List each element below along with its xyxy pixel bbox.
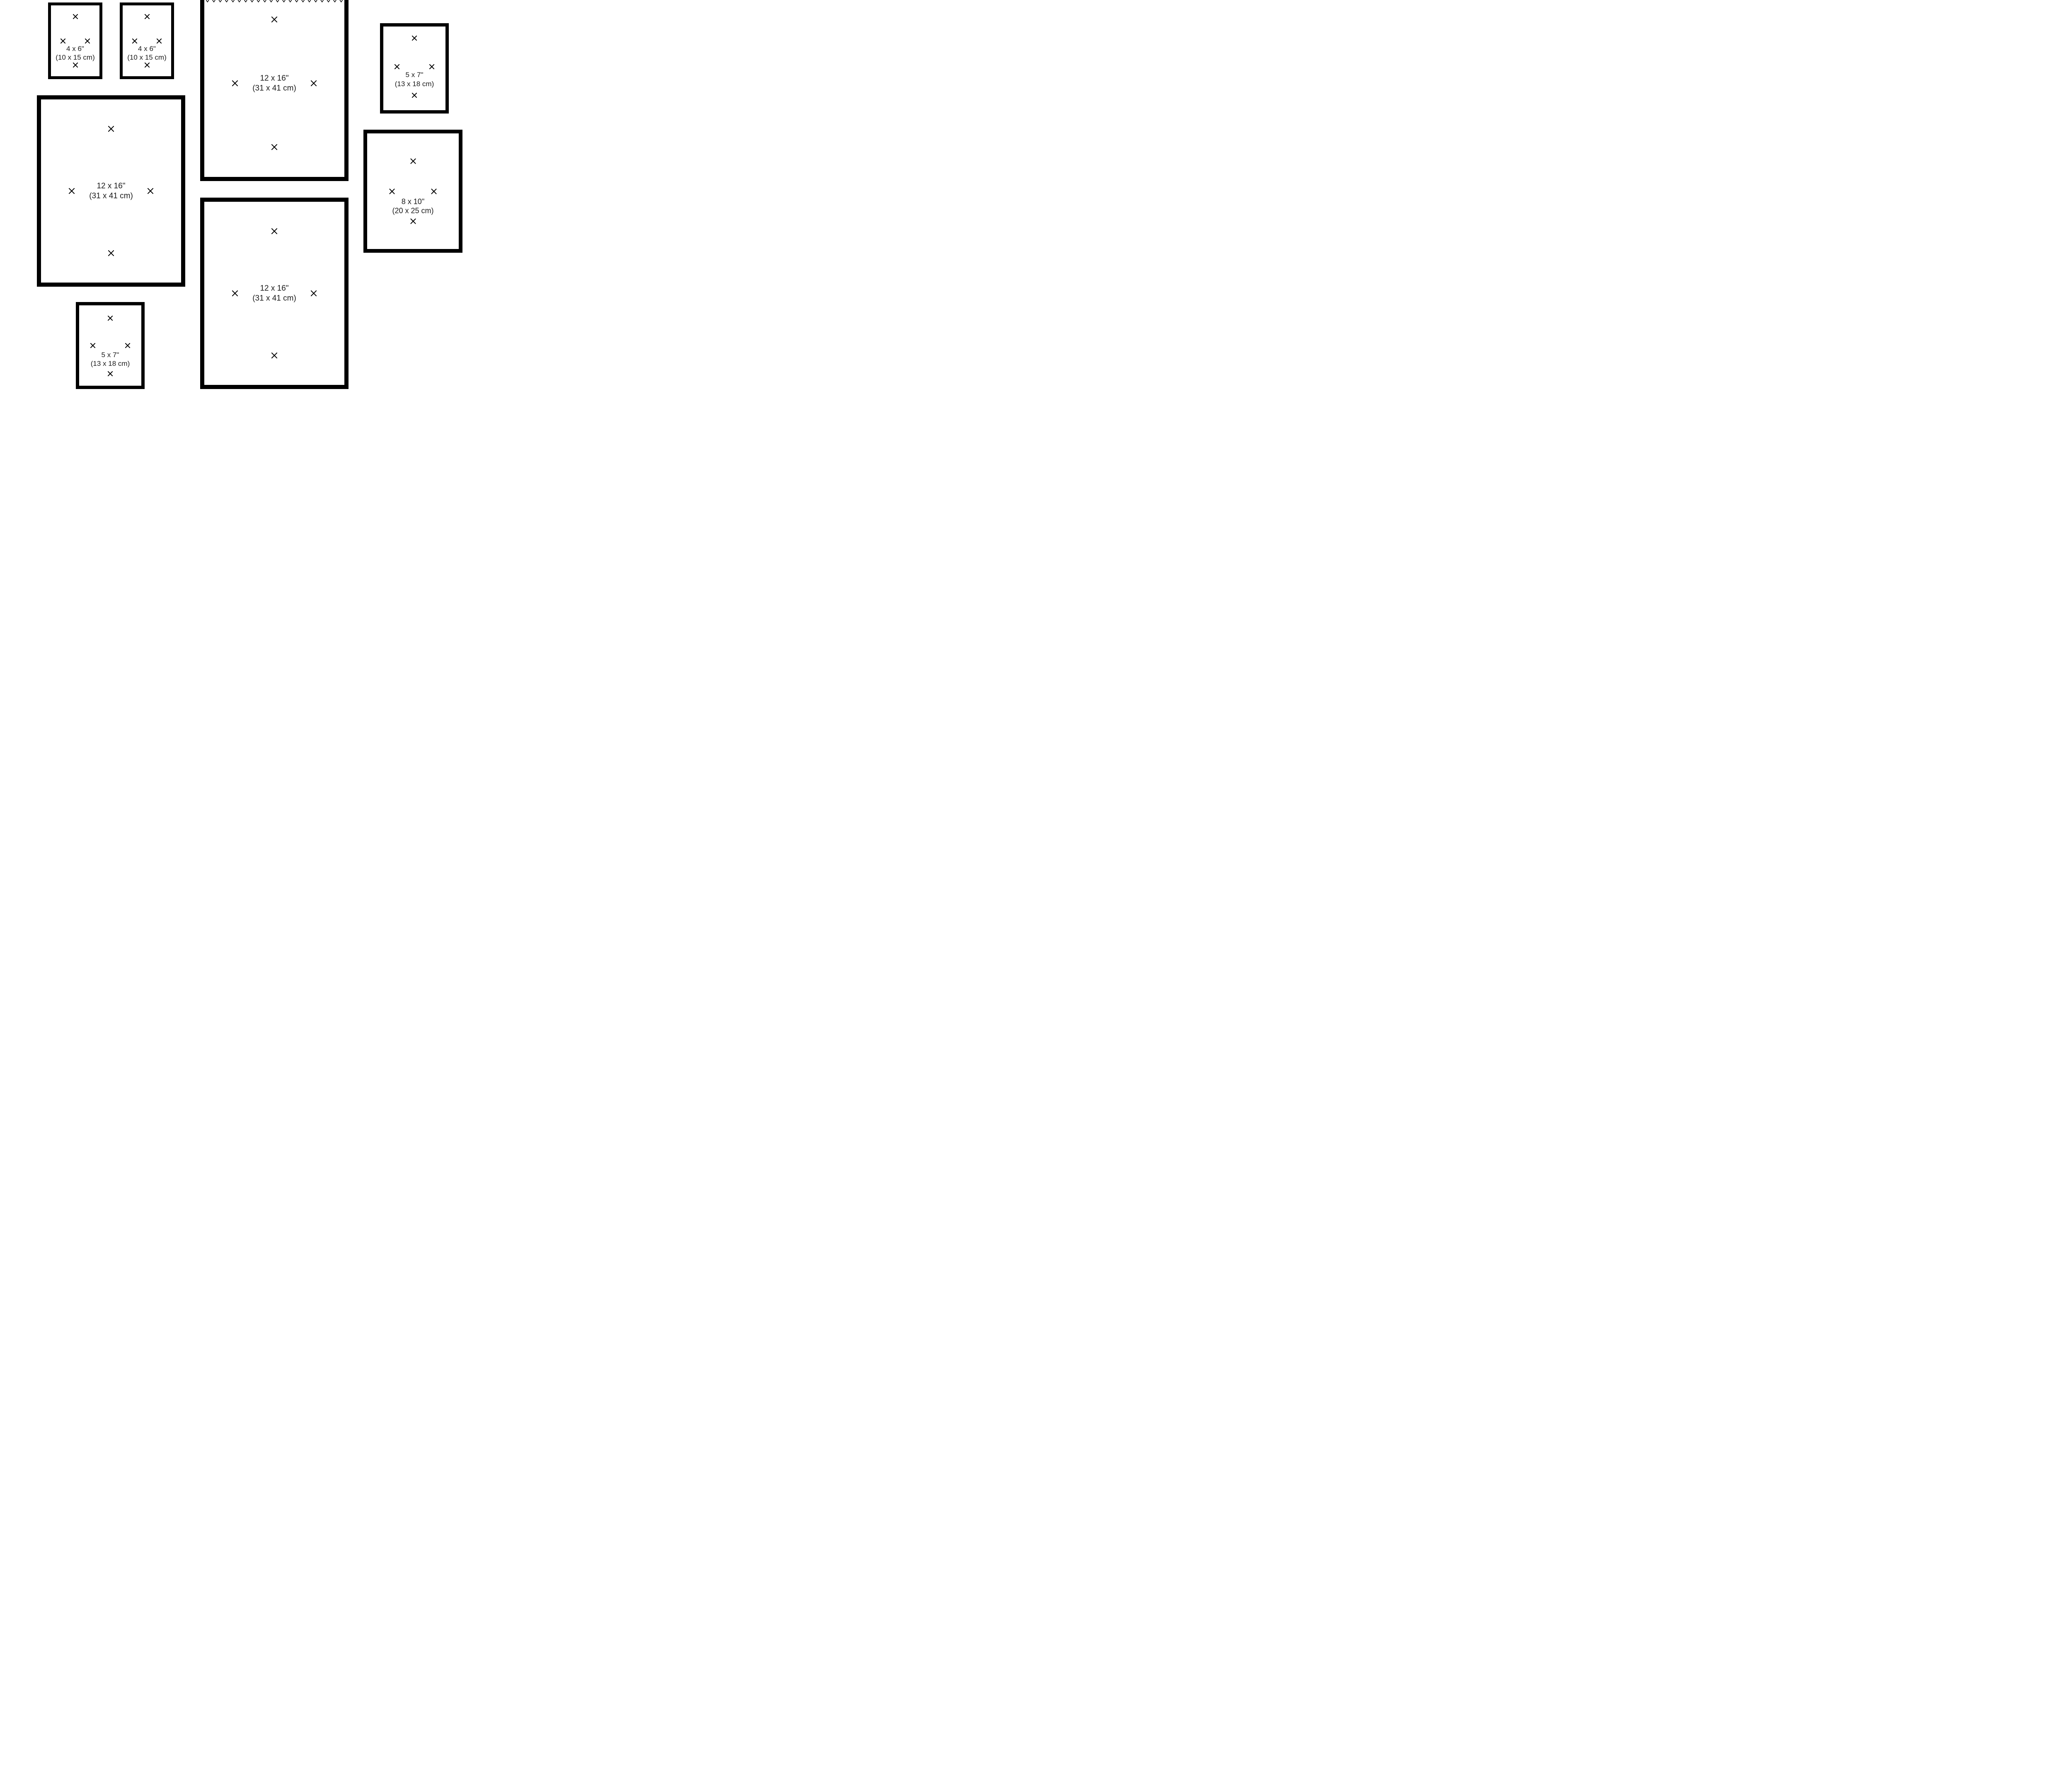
frame-size-label: 8 x 10"(20 x 25 cm) bbox=[392, 197, 433, 215]
frame-size-label: 12 x 16"(31 x 41 cm) bbox=[252, 283, 296, 303]
x-mark-icon bbox=[232, 290, 238, 296]
frame-size-label: 5 x 7"(13 x 18 cm) bbox=[395, 70, 434, 88]
frame-12x16-top-middle: 12 x 16"(31 x 41 cm) bbox=[200, 0, 349, 181]
frame-size-label: 4 x 6"(10 x 15 cm) bbox=[127, 44, 166, 62]
x-mark-icon bbox=[85, 39, 90, 44]
frame-size-cm: (20 x 25 cm) bbox=[392, 206, 433, 216]
frame-size-inches: 12 x 16" bbox=[89, 181, 133, 191]
x-mark-icon bbox=[148, 188, 153, 194]
frame-4x6-b: 4 x 6"(10 x 15 cm) bbox=[120, 2, 174, 79]
x-mark-icon bbox=[311, 290, 317, 296]
x-mark-icon bbox=[69, 188, 75, 194]
x-mark-icon bbox=[431, 189, 437, 194]
x-mark-icon bbox=[271, 228, 277, 234]
frame-size-label: 4 x 6"(10 x 15 cm) bbox=[56, 44, 94, 62]
x-mark-icon bbox=[389, 189, 395, 194]
frame-size-cm: (31 x 41 cm) bbox=[252, 293, 296, 303]
frame-size-inches: 12 x 16" bbox=[252, 73, 296, 83]
x-mark-icon bbox=[232, 80, 238, 86]
frame-5x7-bottom: 5 x 7"(13 x 18 cm) bbox=[76, 302, 145, 389]
x-mark-icon bbox=[145, 14, 150, 19]
x-mark-icon bbox=[271, 353, 277, 358]
frame-size-inches: 4 x 6" bbox=[56, 44, 94, 53]
frame-size-cm: (13 x 18 cm) bbox=[91, 359, 130, 368]
frame-size-label: 12 x 16"(31 x 41 cm) bbox=[89, 181, 133, 201]
x-mark-icon bbox=[108, 371, 113, 376]
frame-size-inches: 8 x 10" bbox=[392, 197, 433, 206]
x-mark-icon bbox=[395, 64, 399, 69]
frame-size-cm: (10 x 15 cm) bbox=[56, 53, 94, 62]
frame-size-cm: (31 x 41 cm) bbox=[89, 191, 133, 201]
frame-12x16-left: 12 x 16"(31 x 41 cm) bbox=[37, 95, 185, 287]
x-mark-icon bbox=[410, 219, 416, 224]
x-mark-icon bbox=[108, 126, 114, 132]
x-mark-icon bbox=[412, 36, 417, 41]
frame-size-label: 12 x 16"(31 x 41 cm) bbox=[252, 73, 296, 93]
frame-8x10-right: 8 x 10"(20 x 25 cm) bbox=[363, 130, 462, 253]
frame-size-inches: 5 x 7" bbox=[395, 70, 434, 79]
frame-size-cm: (10 x 15 cm) bbox=[127, 53, 166, 62]
x-mark-icon bbox=[132, 39, 137, 44]
x-mark-icon bbox=[157, 39, 162, 44]
x-mark-icon bbox=[90, 343, 95, 348]
x-mark-icon bbox=[73, 63, 78, 68]
x-mark-icon bbox=[73, 14, 78, 19]
frame-size-cm: (31 x 41 cm) bbox=[252, 83, 296, 93]
x-mark-icon bbox=[311, 80, 317, 86]
frame-size-inches: 12 x 16" bbox=[252, 283, 296, 293]
frame-size-label: 5 x 7"(13 x 18 cm) bbox=[91, 350, 130, 368]
x-mark-icon bbox=[271, 144, 277, 150]
x-mark-icon bbox=[145, 63, 150, 68]
x-mark-icon bbox=[271, 17, 277, 22]
x-mark-icon bbox=[108, 250, 114, 256]
x-mark-icon bbox=[125, 343, 130, 348]
frame-12x16-bottom-middle: 12 x 16"(31 x 41 cm) bbox=[200, 198, 349, 389]
gallery-wall-diagram: 4 x 6"(10 x 15 cm)4 x 6"(10 x 15 cm)12 x… bbox=[0, 0, 502, 389]
frame-5x7-top-right: 5 x 7"(13 x 18 cm) bbox=[380, 23, 449, 114]
x-mark-icon bbox=[429, 64, 434, 69]
frame-size-inches: 4 x 6" bbox=[127, 44, 166, 53]
x-mark-icon bbox=[412, 93, 417, 98]
torn-edge-icon bbox=[204, 0, 344, 3]
x-mark-icon bbox=[61, 39, 65, 44]
frame-4x6-a: 4 x 6"(10 x 15 cm) bbox=[48, 2, 102, 79]
x-mark-icon bbox=[410, 158, 416, 164]
frame-size-cm: (13 x 18 cm) bbox=[395, 79, 434, 88]
frame-size-inches: 5 x 7" bbox=[91, 350, 130, 359]
x-mark-icon bbox=[108, 316, 113, 321]
